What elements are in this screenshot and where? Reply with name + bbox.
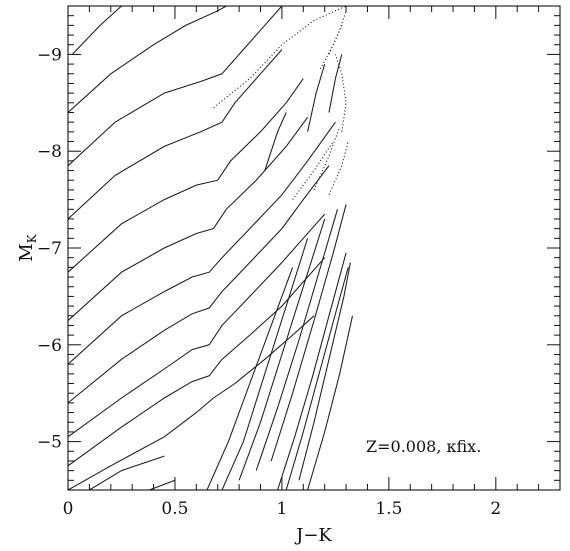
y-tick-label: −6 [37, 336, 62, 356]
track-7 [68, 78, 304, 273]
dotted-track-28 [334, 54, 347, 132]
track-6 [68, 116, 309, 321]
track-1 [68, 315, 315, 490]
y-axis-label: MK [16, 233, 39, 261]
track-16 [238, 218, 326, 481]
dotted-track-31 [292, 141, 334, 200]
track-21 [298, 262, 351, 481]
track-24 [307, 63, 326, 132]
axis-ticks [67, 5, 561, 490]
dotted-track-26 [213, 6, 347, 108]
track-9 [68, 6, 283, 167]
x-axis-label: J−K [294, 525, 332, 546]
y-tick-label: −8 [37, 142, 62, 162]
track-25 [328, 54, 343, 113]
track-23 [264, 112, 287, 171]
y-tick-label: −5 [37, 433, 62, 453]
x-tick-label: 1.5 [375, 499, 402, 519]
axis-tick-labels: 0 0.5 1 1.5 2 −5 −6 −7 −8 −9 [37, 45, 501, 519]
track-15 [221, 238, 309, 490]
track-10 [68, 6, 227, 113]
isochrone-tracks [68, 6, 354, 490]
track-2 [68, 257, 326, 467]
x-tick-label: 0.5 [161, 499, 188, 519]
track-3 [68, 213, 326, 438]
track-5 [68, 121, 336, 365]
track-19 [277, 252, 347, 490]
track-12 [89, 455, 165, 490]
dotted-track-32 [319, 25, 343, 70]
plot-frame [67, 5, 561, 491]
track-20 [285, 267, 349, 490]
x-tick-label: 0 [63, 499, 74, 519]
track-22 [307, 315, 354, 490]
x-tick-label: 2 [490, 499, 501, 519]
track-14 [206, 267, 294, 490]
svg-text:MK: MK [16, 233, 39, 261]
y-tick-label: −9 [37, 45, 62, 65]
track-17 [255, 209, 339, 471]
track-11 [71, 6, 122, 55]
dotted-track-29 [328, 141, 349, 196]
y-tick-label: −7 [37, 239, 62, 259]
track-8 [68, 49, 283, 220]
metallicity-annotation: Z=0.008, κfix. [366, 437, 481, 456]
track-18 [270, 204, 347, 462]
x-tick-label: 1 [276, 499, 287, 519]
y-axis-label-subscript: K [25, 233, 39, 243]
y-axis-label-main: M [16, 243, 37, 261]
track-4 [68, 165, 330, 404]
